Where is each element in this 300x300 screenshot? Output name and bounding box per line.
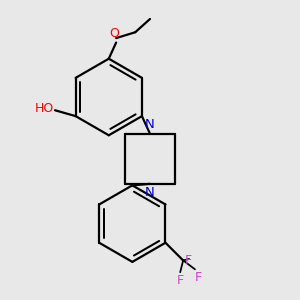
- Text: F: F: [177, 274, 184, 287]
- Text: F: F: [195, 271, 202, 284]
- Text: N: N: [145, 118, 155, 131]
- Text: HO: HO: [34, 102, 53, 115]
- Text: O: O: [110, 27, 120, 40]
- Text: N: N: [145, 186, 155, 199]
- Text: F: F: [184, 254, 192, 267]
